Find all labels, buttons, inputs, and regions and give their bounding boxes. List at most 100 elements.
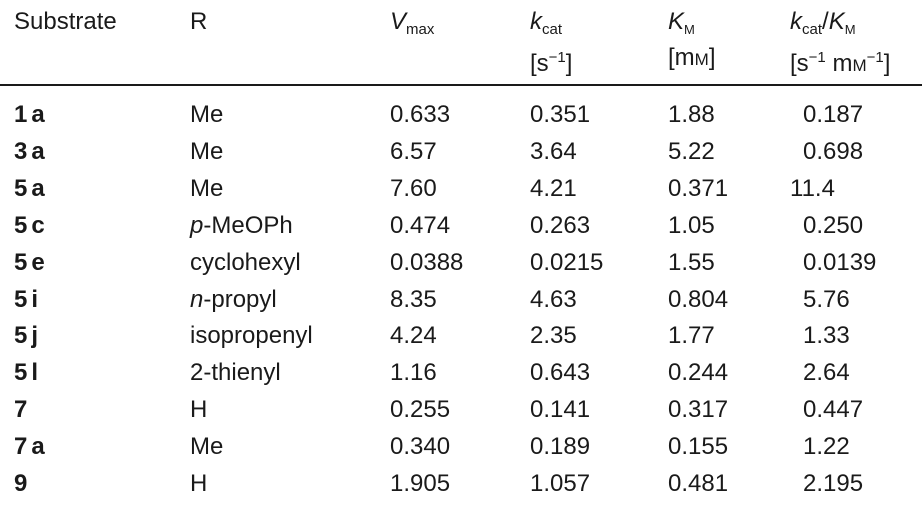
value: 1.33: [803, 322, 850, 350]
r-group: n-propyl: [190, 286, 277, 314]
header-cell: [s−1 mM−1]: [790, 44, 890, 80]
text-run: cyclohexyl: [190, 248, 301, 276]
value: 3.64: [530, 137, 577, 165]
text-run: cat: [802, 21, 823, 38]
value: 8.35: [390, 285, 437, 313]
value: 5.76: [803, 285, 850, 313]
text-run: −1: [808, 49, 826, 66]
value: 0.698: [803, 137, 864, 165]
value: 1.22: [803, 433, 850, 461]
value: 0.0388: [390, 248, 464, 276]
value: 1.057: [530, 470, 591, 497]
substrate: 5a: [14, 174, 49, 202]
text-run: M: [844, 22, 856, 37]
text-run: -MeOPh: [203, 211, 293, 239]
value: 0.155: [668, 433, 729, 461]
header-cell: [s−1]: [530, 44, 572, 78]
value: 0.317: [668, 396, 729, 424]
text-run: M: [684, 22, 695, 37]
value: 0.481: [668, 470, 729, 497]
r-group: H: [190, 396, 207, 424]
text-run: [m: [668, 44, 695, 71]
r-group: H: [190, 470, 207, 498]
value: 0.255: [390, 396, 451, 424]
text-run: 2-thienyl: [190, 359, 281, 387]
text-run: Me: [190, 174, 224, 202]
substrate: 5c: [14, 211, 49, 239]
value: 0.633: [390, 101, 451, 128]
value: 1.88: [668, 101, 715, 128]
substrate: 1a: [14, 101, 49, 128]
text-run: K: [828, 8, 845, 35]
value: 0.0139: [803, 248, 877, 276]
value: 4.24: [390, 322, 437, 350]
header-rule: [0, 84, 922, 86]
text-run: Me: [190, 433, 224, 461]
value: 1.905: [390, 470, 451, 497]
substrate: 7a: [14, 433, 49, 461]
value: 0.263: [530, 211, 591, 239]
value: 0.189: [530, 433, 591, 461]
value: 4.63: [530, 285, 577, 313]
header-cell: kcat: [530, 8, 562, 44]
header-cell: Vmax: [390, 8, 434, 44]
value: 5.22: [668, 137, 715, 165]
text-run: max: [406, 21, 435, 38]
value: 2.195: [803, 470, 864, 497]
substrate: 5i: [14, 285, 43, 313]
r-group: Me: [190, 101, 223, 129]
text-run: n: [190, 285, 204, 313]
text-run: ]: [708, 44, 716, 71]
value: 0.141: [530, 396, 591, 424]
value: 0.643: [530, 359, 591, 387]
value: 2.64: [803, 359, 850, 387]
value: 1.16: [390, 359, 437, 387]
value: 0.447: [803, 396, 864, 424]
value: 0.244: [668, 359, 729, 387]
text-run: Me: [190, 137, 224, 165]
header-cell: kcat/KM: [790, 8, 856, 44]
text-run: [s: [530, 50, 549, 77]
r-group: Me: [190, 175, 223, 203]
text-run: m: [825, 50, 853, 77]
text-run: k: [790, 8, 802, 35]
text-run: K: [668, 8, 685, 35]
header-cell: [mM]: [668, 44, 716, 74]
value: 7.60: [390, 174, 437, 202]
text-run: isopropenyl: [190, 322, 313, 350]
text-run: V: [390, 8, 407, 35]
value: 2.35: [530, 322, 577, 350]
text-run: p: [190, 211, 204, 239]
substrate: 7: [14, 396, 32, 424]
value: 0.371: [668, 174, 729, 202]
text-run: M: [852, 56, 867, 75]
substrate: 5e: [14, 248, 49, 276]
substrate: 3a: [14, 137, 49, 165]
text-run: -propyl: [203, 285, 277, 313]
text-run: R: [190, 8, 208, 35]
substrate: 5j: [14, 322, 43, 350]
value: 0.340: [390, 433, 451, 461]
value: 0.804: [668, 285, 729, 313]
text-run: ]: [565, 50, 573, 77]
value: 0.351: [530, 101, 591, 128]
text-run: Me: [190, 101, 224, 128]
r-group: isopropenyl: [190, 322, 313, 350]
value: 1.77: [668, 322, 715, 350]
r-group: Me: [190, 433, 223, 461]
text-run: /: [822, 8, 829, 35]
substrate: 5l: [14, 359, 43, 387]
value: 6.57: [390, 137, 437, 165]
header-cell: Substrate: [14, 8, 117, 36]
text-run: −1: [548, 49, 566, 66]
text-run: [s: [790, 50, 809, 77]
text-run: H: [190, 396, 208, 424]
header-cell: R: [190, 8, 207, 36]
header-cell: KM: [668, 8, 695, 44]
value: 1.05: [668, 211, 715, 239]
value: 0.474: [390, 211, 451, 239]
text-run: −1: [866, 49, 884, 66]
text-run: H: [190, 470, 208, 497]
text-run: ]: [883, 50, 891, 77]
